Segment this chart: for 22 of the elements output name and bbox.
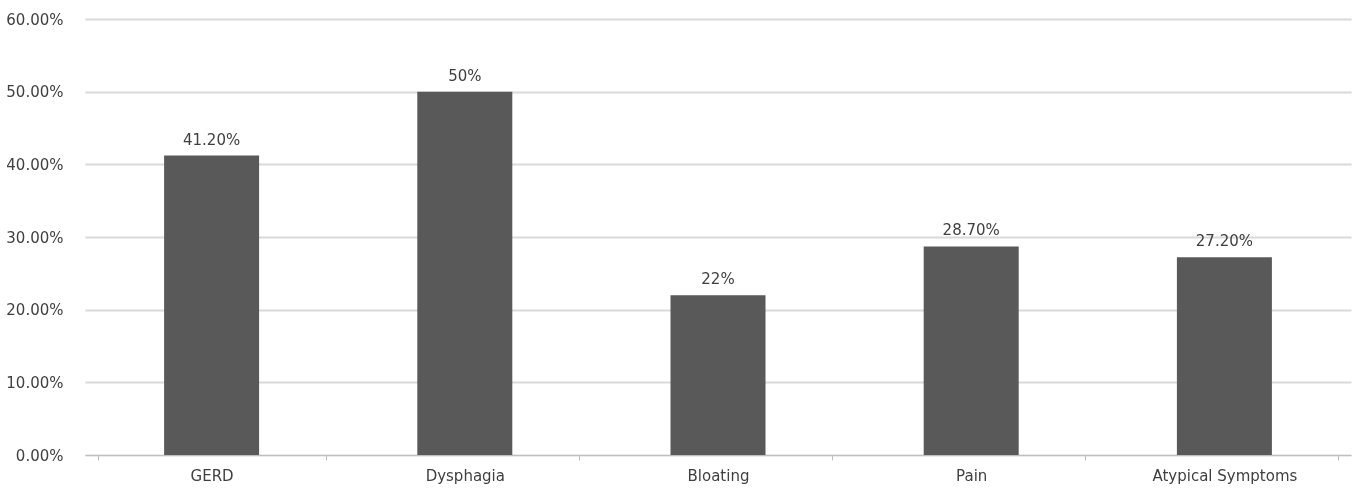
y-tick-label: 40.00% bbox=[6, 155, 64, 174]
y-tick-label: 20.00% bbox=[6, 301, 64, 320]
data-label: 22% bbox=[701, 270, 735, 289]
bar bbox=[1176, 257, 1272, 455]
bar bbox=[417, 91, 513, 455]
data-label: 28.70% bbox=[942, 221, 1000, 240]
x-tick-label: Bloating bbox=[687, 466, 750, 485]
x-tick-label: Pain bbox=[956, 466, 988, 485]
bar bbox=[164, 155, 260, 455]
y-tick-label: 60.00% bbox=[6, 10, 64, 29]
bar bbox=[923, 246, 1019, 455]
data-label: 41.20% bbox=[183, 130, 241, 149]
x-tick-label: GERD bbox=[190, 466, 234, 485]
y-tick-label: 0.00% bbox=[15, 446, 64, 465]
y-tick-label: 30.00% bbox=[6, 228, 64, 247]
y-tick-label: 50.00% bbox=[6, 83, 64, 102]
bar bbox=[670, 295, 766, 455]
x-tick-label: Dysphagia bbox=[425, 466, 505, 485]
data-label: 50% bbox=[448, 66, 482, 85]
x-tick-label: Atypical Symptoms bbox=[1152, 466, 1298, 485]
data-label: 27.20% bbox=[1195, 232, 1253, 251]
y-tick-label: 10.00% bbox=[6, 373, 64, 392]
